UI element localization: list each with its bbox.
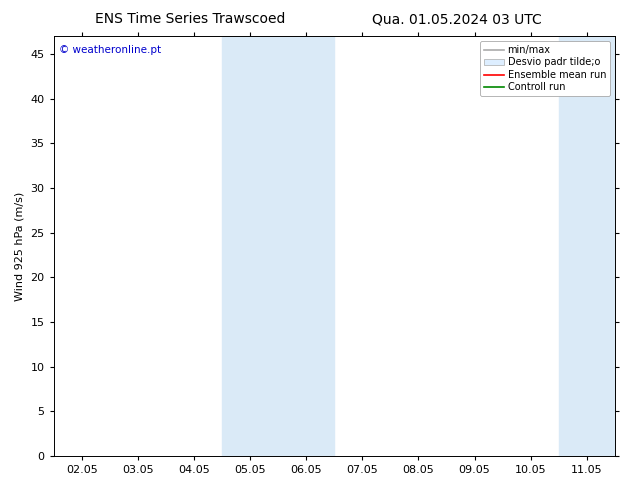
Text: Qua. 01.05.2024 03 UTC: Qua. 01.05.2024 03 UTC xyxy=(372,12,541,26)
Text: ENS Time Series Trawscoed: ENS Time Series Trawscoed xyxy=(95,12,285,26)
Bar xyxy=(559,36,634,456)
Bar xyxy=(222,36,334,456)
Y-axis label: Wind 925 hPa (m/s): Wind 925 hPa (m/s) xyxy=(15,192,25,301)
Legend: min/max, Desvio padr tilde;o, Ensemble mean run, Controll run: min/max, Desvio padr tilde;o, Ensemble m… xyxy=(481,41,610,96)
Text: © weatheronline.pt: © weatheronline.pt xyxy=(60,45,162,55)
